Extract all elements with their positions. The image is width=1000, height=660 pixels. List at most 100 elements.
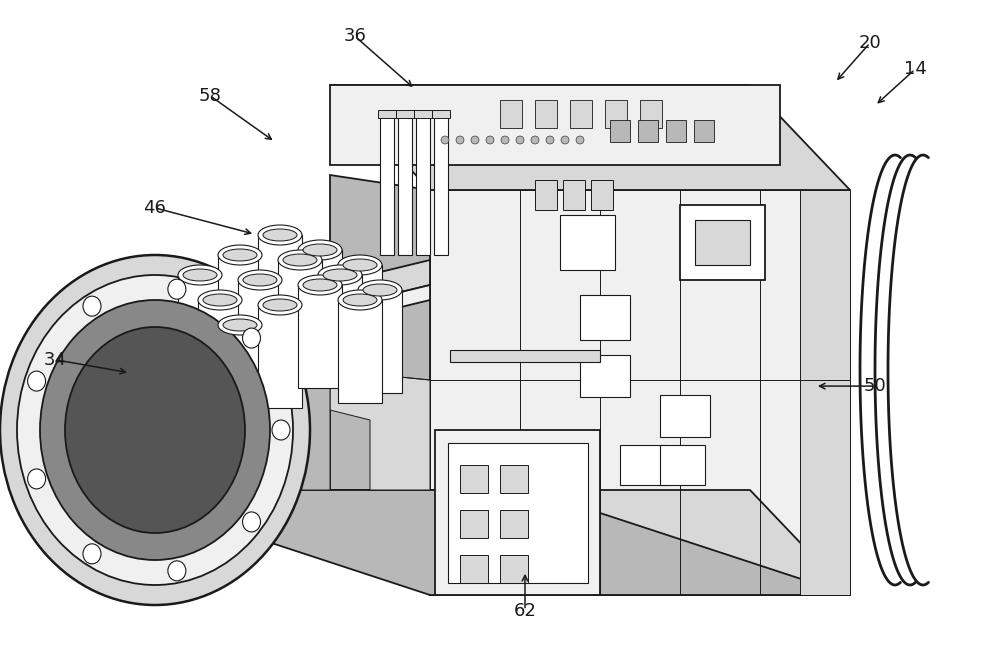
Ellipse shape bbox=[168, 279, 186, 299]
Ellipse shape bbox=[323, 269, 357, 281]
Bar bbox=[680, 205, 765, 280]
Ellipse shape bbox=[263, 229, 297, 241]
Ellipse shape bbox=[298, 275, 342, 295]
Ellipse shape bbox=[203, 294, 237, 306]
Polygon shape bbox=[358, 290, 402, 393]
Ellipse shape bbox=[338, 255, 382, 275]
Polygon shape bbox=[330, 85, 780, 165]
Ellipse shape bbox=[343, 259, 377, 271]
Ellipse shape bbox=[501, 136, 509, 144]
Bar bbox=[432, 110, 450, 118]
Ellipse shape bbox=[28, 371, 46, 391]
Polygon shape bbox=[318, 275, 362, 378]
Ellipse shape bbox=[272, 420, 290, 440]
Text: 50: 50 bbox=[864, 377, 886, 395]
Bar bbox=[500, 465, 528, 493]
Bar bbox=[695, 220, 750, 265]
Bar bbox=[378, 110, 396, 118]
Ellipse shape bbox=[243, 512, 261, 532]
Bar bbox=[580, 355, 630, 397]
Polygon shape bbox=[100, 260, 430, 365]
Bar bbox=[460, 555, 488, 583]
Ellipse shape bbox=[258, 225, 302, 245]
Bar bbox=[500, 555, 528, 583]
Text: 36: 36 bbox=[344, 27, 366, 46]
Bar bbox=[448, 443, 588, 583]
Text: 58: 58 bbox=[199, 86, 221, 105]
Text: 46: 46 bbox=[144, 199, 166, 217]
Bar bbox=[500, 100, 522, 128]
Polygon shape bbox=[330, 175, 430, 595]
Ellipse shape bbox=[243, 274, 277, 286]
Bar bbox=[666, 120, 686, 142]
Bar bbox=[535, 180, 557, 210]
Bar bbox=[580, 295, 630, 340]
Polygon shape bbox=[278, 260, 322, 363]
Polygon shape bbox=[198, 300, 242, 403]
Bar bbox=[620, 445, 665, 485]
Bar bbox=[535, 100, 557, 128]
Ellipse shape bbox=[218, 245, 262, 265]
Ellipse shape bbox=[318, 265, 362, 285]
Bar bbox=[435, 430, 600, 595]
Ellipse shape bbox=[283, 254, 317, 266]
Ellipse shape bbox=[198, 290, 242, 310]
Ellipse shape bbox=[183, 269, 217, 281]
Ellipse shape bbox=[531, 136, 539, 144]
Ellipse shape bbox=[28, 469, 46, 489]
Ellipse shape bbox=[83, 296, 101, 316]
Polygon shape bbox=[100, 285, 430, 380]
Bar bbox=[414, 110, 432, 118]
Ellipse shape bbox=[65, 327, 245, 533]
Bar bbox=[560, 215, 615, 270]
Ellipse shape bbox=[486, 136, 494, 144]
Bar bbox=[416, 115, 430, 255]
Bar bbox=[434, 115, 448, 255]
Text: 20: 20 bbox=[859, 34, 881, 52]
Ellipse shape bbox=[178, 265, 222, 285]
Bar bbox=[605, 100, 627, 128]
Text: 34: 34 bbox=[44, 350, 66, 369]
Ellipse shape bbox=[243, 328, 261, 348]
Ellipse shape bbox=[238, 270, 282, 290]
Polygon shape bbox=[330, 490, 850, 595]
Polygon shape bbox=[30, 270, 155, 400]
Bar bbox=[398, 115, 412, 255]
Ellipse shape bbox=[278, 250, 322, 270]
Polygon shape bbox=[218, 325, 262, 428]
Ellipse shape bbox=[471, 136, 479, 144]
Polygon shape bbox=[258, 305, 302, 408]
Ellipse shape bbox=[338, 290, 382, 310]
Polygon shape bbox=[298, 285, 342, 388]
Text: 14: 14 bbox=[904, 60, 926, 79]
Bar bbox=[380, 115, 394, 255]
Ellipse shape bbox=[441, 136, 449, 144]
Polygon shape bbox=[430, 190, 850, 595]
Ellipse shape bbox=[546, 136, 554, 144]
Polygon shape bbox=[30, 460, 155, 590]
Polygon shape bbox=[258, 235, 302, 338]
Ellipse shape bbox=[576, 136, 584, 144]
Bar bbox=[660, 395, 710, 437]
Polygon shape bbox=[800, 190, 850, 595]
Ellipse shape bbox=[363, 284, 397, 296]
Bar bbox=[460, 465, 488, 493]
Polygon shape bbox=[338, 300, 382, 403]
Bar bbox=[610, 120, 630, 142]
Polygon shape bbox=[178, 275, 222, 378]
Ellipse shape bbox=[223, 249, 257, 261]
Bar bbox=[500, 510, 528, 538]
Bar bbox=[396, 110, 414, 118]
Ellipse shape bbox=[168, 561, 186, 581]
Polygon shape bbox=[298, 250, 342, 353]
Ellipse shape bbox=[223, 319, 257, 331]
Ellipse shape bbox=[561, 136, 569, 144]
Bar bbox=[638, 120, 658, 142]
Polygon shape bbox=[218, 255, 262, 358]
Ellipse shape bbox=[17, 275, 293, 585]
Polygon shape bbox=[330, 370, 430, 490]
Polygon shape bbox=[338, 265, 382, 368]
Ellipse shape bbox=[343, 294, 377, 306]
Ellipse shape bbox=[358, 280, 402, 300]
Ellipse shape bbox=[218, 315, 262, 335]
